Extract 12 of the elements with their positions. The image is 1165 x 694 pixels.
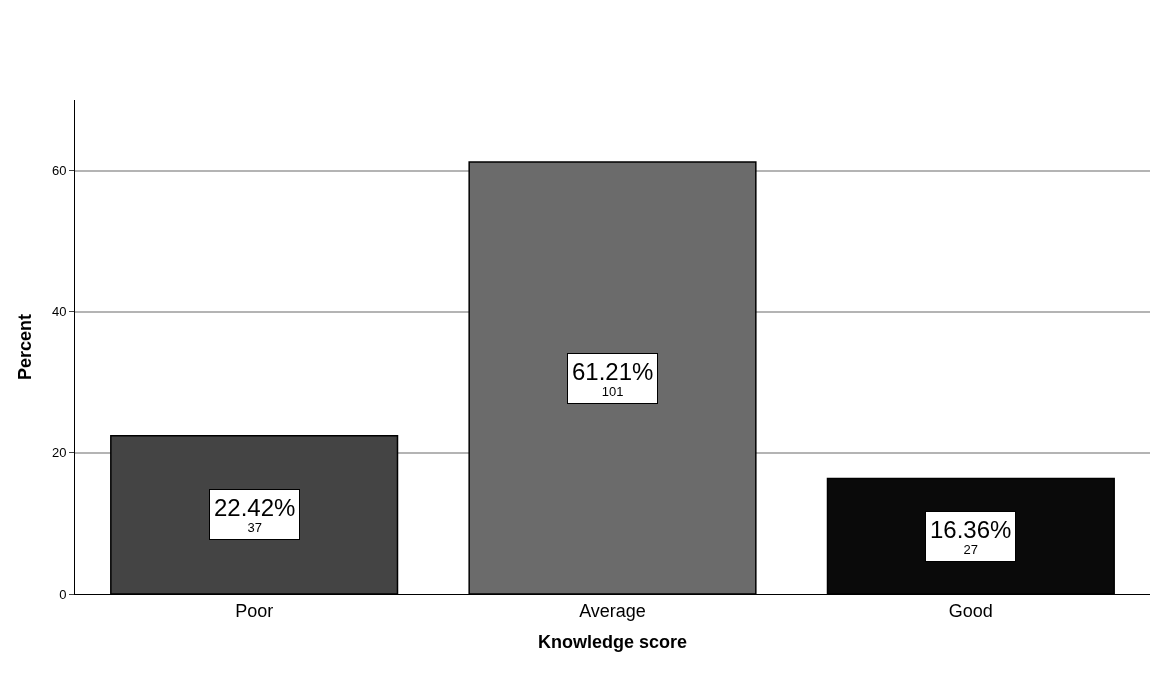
y-tick-label: 20	[51, 445, 67, 461]
x-tick-label: Poor	[235, 600, 274, 621]
y-tick-label: 60	[51, 163, 67, 179]
y-tick-label: 40	[51, 304, 67, 320]
y-tick-label: 0	[59, 586, 67, 602]
data-label: 61.21% 101	[572, 358, 654, 399]
data-label: 16.36% 27	[930, 516, 1012, 557]
x-tick-label: Good	[948, 600, 993, 621]
x-tick-label: Average	[579, 600, 646, 621]
x-axis-title: Knowledge score	[537, 631, 688, 652]
y-axis-title: Percent	[15, 313, 36, 381]
data-label: 22.42% 37	[214, 494, 296, 535]
